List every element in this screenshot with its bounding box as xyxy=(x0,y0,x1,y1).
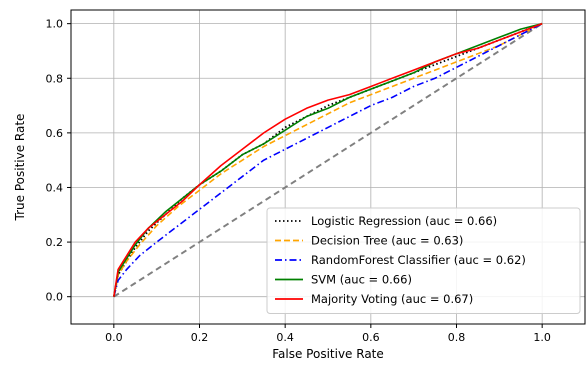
y-tick-label: 0.6 xyxy=(46,127,64,140)
legend-box xyxy=(266,207,581,314)
legend-label-0: Logistic Regression (auc = 0.66) xyxy=(311,214,497,228)
legend-label-2: RandomForest Classifier (auc = 0.62) xyxy=(311,253,526,267)
series-line-4 xyxy=(113,22,543,297)
x-tick-label: 0.0 xyxy=(105,331,123,344)
x-tick-label: 0.6 xyxy=(362,331,380,344)
legend-label-3: SVM (auc = 0.66) xyxy=(311,273,412,287)
y-axis-label: True Positive Rate xyxy=(13,114,27,222)
y-axis-ticks: 0.0 0.2 0.4 0.6 0.8 1.0 xyxy=(46,18,71,304)
x-tick-label: 0.8 xyxy=(448,331,466,344)
series-line-1 xyxy=(113,22,543,297)
y-tick-label: 0.2 xyxy=(46,236,64,249)
y-tick-label: 0.4 xyxy=(46,181,64,194)
x-axis-ticks: 0.0 0.2 0.4 0.6 0.8 1.0 xyxy=(105,324,551,344)
y-tick-label: 0.8 xyxy=(46,72,64,85)
series-layer xyxy=(112,22,543,297)
y-tick-label: 1.0 xyxy=(46,18,64,31)
y-tick-label: 0.0 xyxy=(46,291,64,304)
plot-frame xyxy=(70,9,586,325)
reference-layer xyxy=(113,22,543,298)
x-axis-label: False Positive Rate xyxy=(272,347,384,361)
x-tick-label: 0.2 xyxy=(191,331,209,344)
legend-label-1: Decision Tree (auc = 0.63) xyxy=(311,234,463,248)
legend: Logistic Regression (auc = 0.66) Decision… xyxy=(266,207,581,314)
x-tick-label: 1.0 xyxy=(533,331,551,344)
series-line-2 xyxy=(113,22,543,297)
series-line-0 xyxy=(112,22,543,297)
x-tick-label: 0.4 xyxy=(276,331,294,344)
chance-diagonal-line xyxy=(113,22,543,298)
legend-label-4: Majority Voting (auc = 0.67) xyxy=(311,292,473,306)
